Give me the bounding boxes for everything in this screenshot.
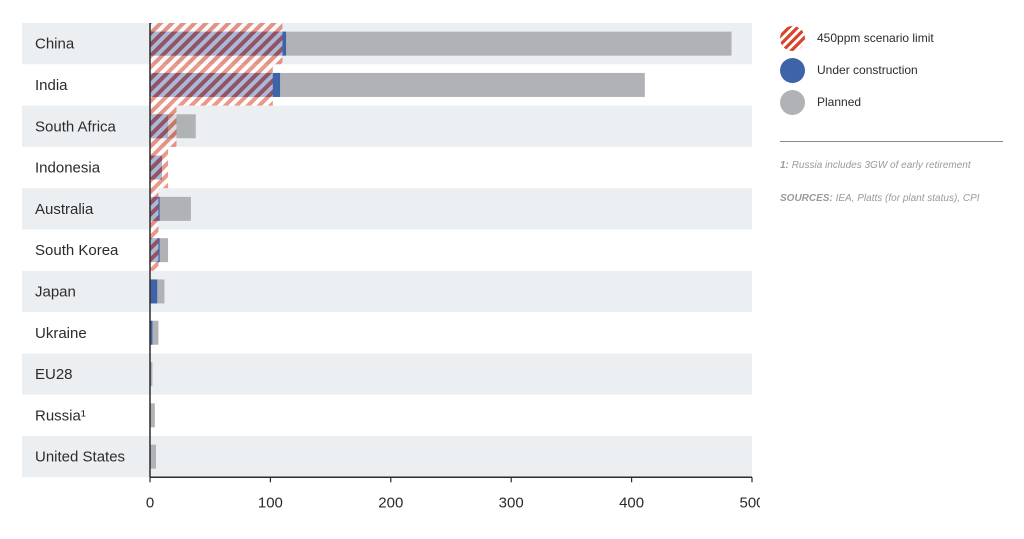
footnote-key: 1: <box>780 160 789 171</box>
bar-chart: China India South Africa Indonesia Australia… <box>22 23 760 511</box>
sources-note: SOURCES: IEA, Platts (for plant status),… <box>780 193 1005 204</box>
bar-450ppm-limit <box>150 188 159 230</box>
row-band <box>22 188 752 230</box>
row-band <box>22 270 752 313</box>
bar-450ppm-limit <box>150 229 159 271</box>
legend-divider <box>780 141 1003 142</box>
bar-planned <box>150 444 157 469</box>
bar-under-construction <box>150 279 158 304</box>
legend-item-under-construction: Under construction <box>780 54 1005 86</box>
category-label: Ukraine <box>35 325 87 342</box>
sources-key: SOURCES: <box>780 193 833 204</box>
bar-450ppm-limit <box>150 23 283 65</box>
category-label: South Korea <box>35 242 119 259</box>
blue-circle-icon <box>780 57 805 83</box>
x-tick-label: 0 <box>146 494 154 511</box>
bar-under-construction <box>150 320 153 345</box>
sources-text: IEA, Platts (for plant status), CPI <box>835 193 980 204</box>
category-label: Australia <box>35 201 94 218</box>
bar-450ppm-limit <box>150 64 273 106</box>
row-band <box>22 105 752 147</box>
category-label: South Africa <box>35 118 117 135</box>
x-tick-label: 300 <box>499 494 524 511</box>
x-tick-label: 100 <box>258 494 283 511</box>
category-label: United States <box>35 449 125 466</box>
bar-450ppm-limit <box>150 105 177 147</box>
bar-planned <box>150 403 155 428</box>
x-tick-label: 400 <box>619 494 644 511</box>
legend-label: Under construction <box>817 63 918 77</box>
grey-circle-icon <box>780 89 805 115</box>
legend-label: Planned <box>817 95 862 109</box>
category-label: Japan <box>35 283 76 300</box>
row-band <box>22 353 752 395</box>
legend-item-planned: Planned <box>780 86 1005 118</box>
legend-label: 450ppm scenario limit <box>817 31 934 45</box>
legend: 450ppm scenario limit Under construction… <box>780 22 1005 226</box>
footnote: 1: Russia includes 3GW of early retireme… <box>780 160 1005 171</box>
footnote-text: Russia includes 3GW of early retirement <box>791 160 971 171</box>
x-tick-label: 500 <box>739 494 760 511</box>
bar-450ppm-limit <box>150 146 169 189</box>
bar-planned <box>150 320 159 345</box>
category-label: India <box>35 77 68 94</box>
row-band <box>22 436 752 478</box>
category-label: EU28 <box>35 366 73 383</box>
category-label: Russia¹ <box>35 407 86 424</box>
bar-planned <box>150 362 153 387</box>
category-label: China <box>35 36 75 53</box>
hatch-swatch-icon <box>780 25 805 51</box>
category-label: Indonesia <box>35 160 101 177</box>
x-tick-label: 200 <box>378 494 403 511</box>
legend-item-limit: 450ppm scenario limit <box>780 22 1005 54</box>
